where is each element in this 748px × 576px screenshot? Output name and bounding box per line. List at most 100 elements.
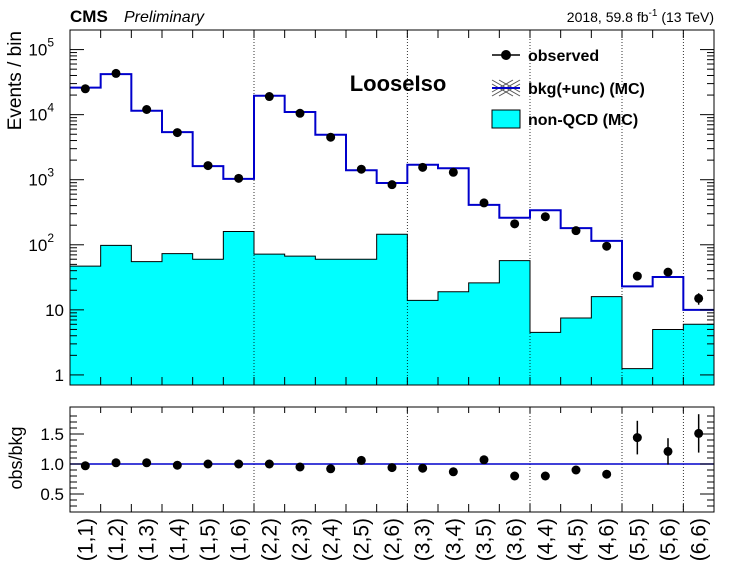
ratio-point [203, 459, 213, 469]
lumi-text: 2018, 59.8 fb [567, 9, 649, 25]
ratio-point [264, 459, 274, 469]
nonqcd-bar [254, 254, 286, 385]
nonqcd-bar [70, 266, 102, 385]
x-category-label: (4,5) [565, 518, 588, 561]
y-tick-label: 10 [45, 301, 64, 320]
observed-point [356, 164, 366, 174]
ratio-y-tick-label: 0.5 [40, 485, 64, 504]
ratio-point [356, 455, 366, 465]
observed-point [172, 128, 182, 138]
nonqcd-bar [162, 253, 194, 385]
ratio-point [295, 462, 305, 472]
legend-observed-marker [501, 50, 511, 60]
lumi-exponent: -1 [649, 8, 658, 19]
ratio-point [387, 463, 397, 473]
ratio-point [234, 459, 244, 469]
nonqcd-bar [499, 260, 531, 385]
ratio-point [663, 446, 673, 456]
observed-point [602, 241, 612, 251]
observed-point [632, 271, 642, 281]
nonqcd-bar [652, 329, 684, 385]
legend-bkg-label: bkg(+unc) (MC) [528, 81, 645, 98]
x-category-label: (1,1) [74, 518, 97, 561]
y-tick-label: 105 [28, 36, 54, 60]
nonqcd-bar [284, 256, 316, 385]
x-category-label: (1,2) [105, 518, 128, 561]
x-category-label: (5,5) [626, 518, 649, 561]
nonqcd-bar [346, 259, 378, 385]
nonqcd-bar [100, 245, 132, 385]
observed-point [111, 68, 121, 78]
ratio-point [80, 461, 90, 471]
observed-point [663, 267, 673, 277]
nonqcd-bar [683, 324, 715, 385]
x-category-label: (3,5) [473, 518, 496, 561]
ratio-frame [69, 406, 715, 513]
observed-point [234, 173, 244, 183]
nonqcd-bar [407, 300, 439, 385]
nonqcd-bar [376, 234, 408, 385]
x-category-label: (4,6) [596, 518, 619, 561]
x-category-label: (2,4) [320, 518, 343, 561]
ratio-point [632, 433, 642, 443]
nonqcd-bar [131, 261, 163, 385]
main-frame [69, 29, 715, 386]
lumi-label: 2018, 59.8 fb-1 (13 TeV) [567, 8, 714, 25]
ratio-point [326, 464, 336, 474]
ratio-point [172, 460, 182, 470]
y-tick-label: 102 [28, 231, 54, 255]
ratio-point [571, 465, 581, 475]
legend: observed bkg(+unc) (MC) non-QCD (MC) [491, 48, 645, 129]
observed-point [142, 105, 152, 115]
nonqcd-bar [468, 282, 500, 385]
legend-bkg-marker [491, 79, 521, 97]
ratio-point [479, 455, 489, 465]
observed-point [295, 108, 305, 118]
x-category-label: (5,6) [657, 518, 680, 561]
x-category-label: (1,5) [197, 518, 220, 561]
ratio-y-tick-label: 1.0 [40, 455, 64, 474]
observed-point [203, 161, 213, 171]
chart-title: LooseIso [350, 71, 447, 96]
ratio-point [510, 471, 520, 481]
ratio-point [540, 471, 550, 481]
x-category-label: (3,3) [412, 518, 435, 561]
ratio-point [448, 467, 458, 477]
observed-point [264, 92, 274, 102]
observed-point [694, 293, 704, 303]
observed-point [326, 132, 336, 142]
ratio-y-tick-label: 1.5 [40, 425, 64, 444]
ratio-point [418, 463, 428, 473]
y-tick-label: 104 [28, 101, 54, 125]
legend-nonqcd-marker [491, 109, 521, 129]
nonqcd-bar [315, 259, 347, 385]
observed-point [387, 180, 397, 190]
ratio-point [602, 469, 612, 479]
nonqcd-bar [438, 291, 470, 385]
ratio-point [142, 458, 152, 468]
x-category-label: (2,3) [289, 518, 312, 561]
x-category-label: (2,2) [258, 518, 281, 561]
ratio-point [111, 458, 121, 468]
x-category-label: (1,6) [228, 518, 251, 561]
x-category-label: (2,5) [350, 518, 373, 561]
x-category-label: (3,4) [442, 518, 465, 561]
ratio-point [694, 428, 704, 438]
x-category-label: (1,4) [166, 518, 189, 561]
x-category-label: (4,4) [534, 518, 557, 561]
observed-point [479, 198, 489, 208]
observed-point [418, 162, 428, 172]
ratio-panel: 0.5 1.0 1.5 obs/bkg [6, 406, 715, 513]
y-tick-label: 103 [28, 166, 54, 190]
nonqcd-bar [223, 231, 255, 385]
x-tick-labels: (1,1) (1,2) (1,3) (1,4) (1,5) (1,6) (2,2) (2,3)… [74, 518, 710, 561]
nonqcd-bar [530, 332, 562, 385]
observed-point [510, 219, 520, 229]
legend-observed-label: observed [528, 48, 599, 65]
nonqcd-bar [591, 296, 623, 385]
experiment-label: CMS [70, 7, 108, 26]
x-category-label: (6,6) [688, 518, 711, 561]
observed-point [571, 226, 581, 236]
